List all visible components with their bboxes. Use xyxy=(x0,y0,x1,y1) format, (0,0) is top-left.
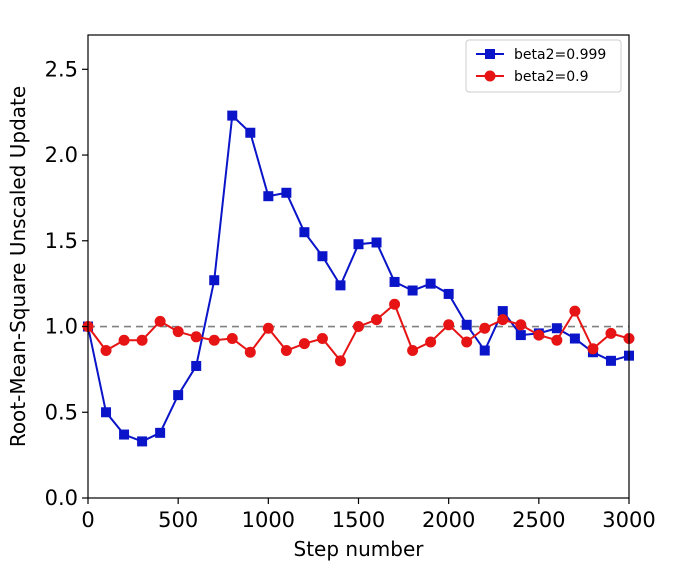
data-point xyxy=(497,314,509,326)
series-2 xyxy=(82,298,635,367)
x-tick-label: 1500 xyxy=(332,508,385,532)
data-point xyxy=(443,288,454,299)
y-tick-label: 1.5 xyxy=(45,229,78,253)
data-point xyxy=(371,314,383,326)
data-point xyxy=(227,110,238,121)
data-point xyxy=(281,187,292,198)
data-point xyxy=(280,345,292,357)
data-point xyxy=(353,321,364,333)
data-point xyxy=(155,427,166,438)
data-point xyxy=(551,323,562,334)
data-point xyxy=(208,334,220,346)
data-point xyxy=(551,334,563,346)
legend-box xyxy=(465,39,622,93)
data-point xyxy=(371,237,382,248)
data-point xyxy=(100,345,112,357)
data-point xyxy=(172,326,184,338)
data-point xyxy=(515,330,526,341)
x-tick-label: 3000 xyxy=(602,508,655,532)
y-tick-label: 2.0 xyxy=(45,143,78,167)
y-tick-label: 2.5 xyxy=(45,57,78,81)
x-tick-label: 2500 xyxy=(512,508,565,532)
data-point xyxy=(226,333,238,345)
data-point xyxy=(479,322,491,334)
data-point xyxy=(335,280,346,291)
x-tick-label: 500 xyxy=(158,508,198,532)
data-point xyxy=(353,239,364,250)
data-point xyxy=(425,278,436,289)
y-axis: 0.0 0.5 1.0 1.5 2.0 2.5 xyxy=(45,57,88,510)
legend-label: beta2=0.9 xyxy=(514,69,588,85)
legend-marker xyxy=(484,70,496,82)
y-tick-label: 0.5 xyxy=(45,400,78,424)
data-point xyxy=(136,334,148,346)
x-axis-label: Step number xyxy=(294,537,425,561)
data-point xyxy=(569,305,581,317)
data-point xyxy=(443,319,455,331)
y-tick-label: 1.0 xyxy=(45,315,78,339)
data-point xyxy=(605,355,616,366)
data-point xyxy=(244,346,256,358)
data-point xyxy=(317,251,328,262)
data-point xyxy=(407,285,418,296)
legend-item: beta2=0.9 xyxy=(476,69,588,85)
data-point xyxy=(137,436,148,447)
data-point xyxy=(101,407,112,418)
data-point xyxy=(262,322,274,334)
data-point xyxy=(461,319,472,330)
x-tick-label: 0 xyxy=(81,508,94,532)
data-point xyxy=(298,338,310,350)
data-point xyxy=(190,331,202,343)
data-point xyxy=(191,360,202,371)
data-point xyxy=(118,334,130,346)
x-axis: 0 500 1000 1500 2000 2500 3000 xyxy=(81,498,656,532)
y-axis-label: Root-Mean-Square Unscaled Update xyxy=(6,86,30,447)
data-point xyxy=(119,429,130,440)
data-point xyxy=(389,276,400,287)
data-point xyxy=(245,127,256,138)
data-point xyxy=(209,275,220,286)
data-point xyxy=(263,191,274,202)
data-point xyxy=(425,336,437,348)
data-point xyxy=(334,355,346,367)
data-point xyxy=(479,345,490,356)
x-tick-label: 1000 xyxy=(242,508,295,532)
data-point xyxy=(299,227,310,238)
data-point xyxy=(389,298,401,310)
data-point xyxy=(569,333,580,344)
x-tick-label: 2000 xyxy=(422,508,475,532)
data-point xyxy=(515,319,527,331)
legend-marker xyxy=(485,49,495,59)
data-point xyxy=(587,343,599,355)
data-point xyxy=(605,327,617,339)
data-point xyxy=(497,306,508,317)
data-point xyxy=(533,329,545,341)
data-point xyxy=(407,345,419,357)
legend-item: beta2=0.999 xyxy=(476,47,606,63)
data-point xyxy=(461,336,473,348)
data-point xyxy=(154,315,166,327)
legend: beta2=0.999 beta2=0.9 xyxy=(465,39,622,93)
y-tick-label: 0.0 xyxy=(45,486,78,510)
data-point xyxy=(316,333,328,345)
legend-label: beta2=0.999 xyxy=(514,47,606,63)
data-point xyxy=(173,390,184,401)
